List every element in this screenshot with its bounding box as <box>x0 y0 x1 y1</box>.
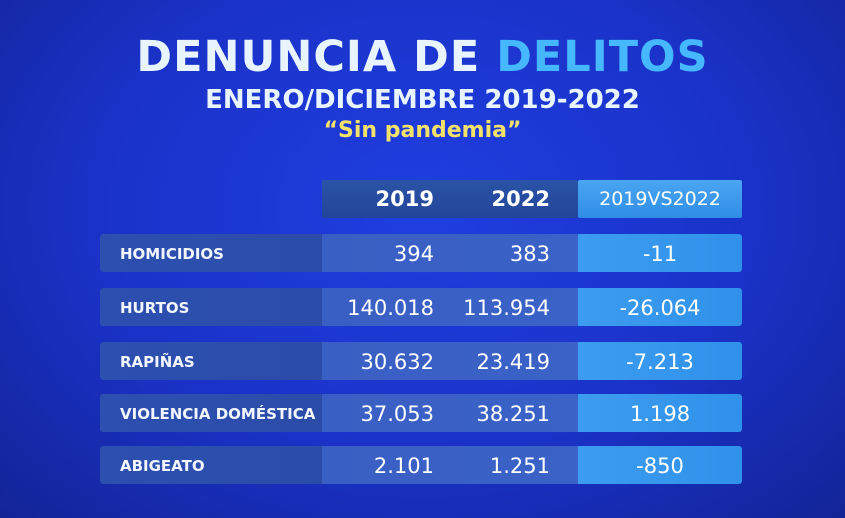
header-2019: 2019 <box>375 187 434 211</box>
row-label-cell: VIOLENCIA DOMÉSTICA <box>100 394 322 432</box>
row-values-bg <box>322 288 578 326</box>
table-row: ABIGEATO 2.101 1.251 -850 <box>100 446 742 484</box>
table-row: RAPIÑAS 30.632 23.419 -7.213 <box>100 342 742 380</box>
header-2022: 2022 <box>491 187 550 211</box>
row-diff-cell: -11 <box>578 234 742 272</box>
header-diff: 2019VS2022 <box>599 188 721 210</box>
header-diff-bg <box>578 180 742 218</box>
value-2022: 113.954 <box>463 296 550 320</box>
row-label-cell: HURTOS <box>100 288 322 326</box>
value-2019: 37.053 <box>360 402 434 426</box>
slide-title: DENUNCIA DE DELITOS <box>0 30 845 84</box>
row-label: ABIGEATO <box>120 457 205 475</box>
row-diff-cell: 1.198 <box>578 394 742 432</box>
value-2019: 394 <box>393 242 434 266</box>
row-diff-cell: -850 <box>578 446 742 484</box>
value-diff: 1.198 <box>629 402 691 426</box>
table-row: HURTOS 140.018 113.954 -26.064 <box>100 288 742 326</box>
value-2022: 38.251 <box>476 402 550 426</box>
value-diff: -26.064 <box>619 296 701 320</box>
slide-tagline: “Sin pandemia” <box>323 118 522 143</box>
row-label: RAPIÑAS <box>120 353 195 371</box>
table-row: HOMICIDIOS 394 383 -11 <box>100 234 742 272</box>
row-values-bg <box>322 342 578 380</box>
value-2019: 30.632 <box>360 350 434 374</box>
value-diff: -11 <box>642 242 678 266</box>
value-2019: 2.101 <box>373 454 434 478</box>
row-values-bg <box>322 394 578 432</box>
table-row: VIOLENCIA DOMÉSTICA 37.053 38.251 1.198 <box>100 394 742 432</box>
title-part-1: DENUNCIA DE <box>136 32 497 82</box>
row-label: HURTOS <box>120 299 190 317</box>
slide-subtitle: ENERO/DICIEMBRE 2019-2022 <box>205 85 640 115</box>
row-label: HOMICIDIOS <box>120 245 224 263</box>
value-2019: 140.018 <box>347 296 434 320</box>
title-part-2: DELITOS <box>496 32 709 82</box>
row-label: VIOLENCIA DOMÉSTICA <box>120 405 316 423</box>
value-diff: -850 <box>636 454 684 478</box>
table-header: 2019 2022 2019VS2022 <box>100 180 742 218</box>
value-2022: 383 <box>509 242 550 266</box>
value-diff: -7.213 <box>626 350 694 374</box>
row-label-cell: HOMICIDIOS <box>100 234 322 272</box>
header-years-bg <box>322 180 578 218</box>
value-2022: 1.251 <box>489 454 550 478</box>
value-2022: 23.419 <box>476 350 550 374</box>
row-label-cell: RAPIÑAS <box>100 342 322 380</box>
row-values-bg <box>322 446 578 484</box>
row-values-bg <box>322 234 578 272</box>
row-diff-cell: -26.064 <box>578 288 742 326</box>
row-diff-cell: -7.213 <box>578 342 742 380</box>
row-label-cell: ABIGEATO <box>100 446 322 484</box>
